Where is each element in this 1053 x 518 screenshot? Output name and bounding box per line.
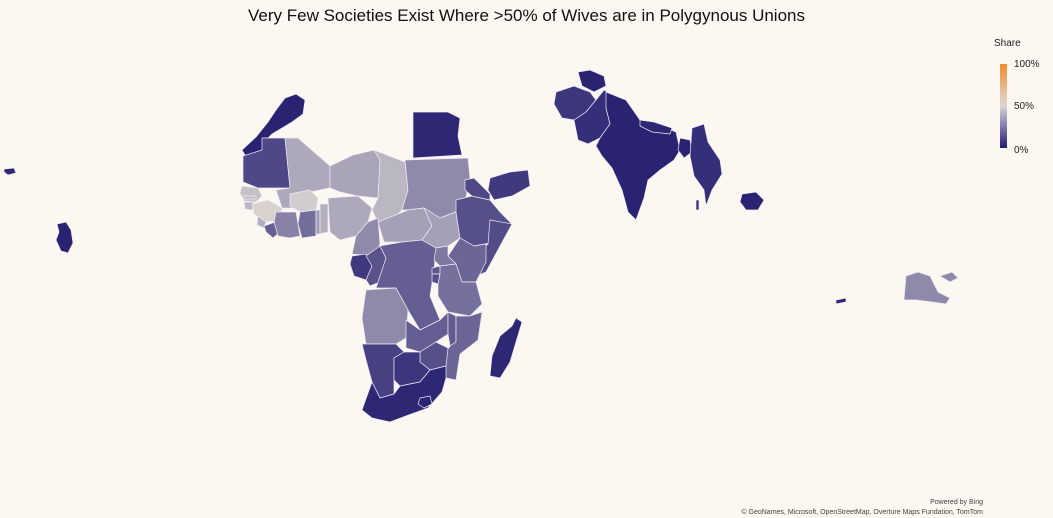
region-bangladesh[interactable]: [677, 137, 693, 159]
region-niger[interactable]: [329, 149, 381, 199]
region-benin[interactable]: [319, 203, 329, 235]
caribbean-group: [3, 167, 74, 254]
asia-group: [487, 69, 765, 221]
region-malawi[interactable]: [447, 311, 457, 347]
region-gambia[interactable]: [242, 195, 257, 200]
africa-group: [239, 93, 523, 423]
region-cambodia[interactable]: [739, 191, 765, 211]
region-senegal[interactable]: [239, 185, 263, 203]
powered-by-text: Powered by Bing: [930, 499, 983, 506]
region-ghana[interactable]: [297, 209, 317, 239]
region-haiti[interactable]: [3, 167, 17, 176]
region-tajikistan[interactable]: [577, 69, 607, 93]
legend-tick-mid: 50%: [1014, 101, 1035, 112]
region-cameroon[interactable]: [351, 217, 381, 257]
region-timor-leste[interactable]: [835, 297, 847, 305]
region-nepal[interactable]: [639, 119, 673, 135]
region-mozambique[interactable]: [441, 311, 483, 381]
region-south-africa[interactable]: [361, 365, 447, 423]
region-png-islands[interactable]: [939, 271, 959, 283]
region-yemen[interactable]: [487, 169, 531, 201]
region-cote-divoire[interactable]: [273, 211, 301, 239]
legend-tick-max: 100%: [1014, 59, 1040, 70]
region-maldives[interactable]: [695, 199, 700, 211]
region-myanmar[interactable]: [689, 123, 723, 207]
legend-title: Share: [994, 38, 1021, 49]
legend-color-bar: [1000, 64, 1007, 148]
region-guyana[interactable]: [55, 221, 74, 254]
region-papua-new-guinea[interactable]: [903, 271, 951, 305]
region-burkina-faso[interactable]: [289, 189, 319, 213]
chart-title: Very Few Societies Exist Where >50% of W…: [248, 6, 805, 25]
oceania-group: [835, 271, 959, 305]
region-togo[interactable]: [315, 209, 321, 235]
region-lesotho[interactable]: [417, 395, 433, 409]
region-eritrea[interactable]: [464, 177, 491, 201]
region-egypt[interactable]: [412, 111, 463, 159]
legend-tick-min: 0%: [1014, 145, 1029, 156]
region-angola[interactable]: [361, 287, 409, 345]
legend: Share 100% 50% 0%: [990, 38, 1052, 158]
region-madagascar[interactable]: [489, 317, 523, 379]
map-attribution: © GeoNames, Microsoft, OpenStreetMap, Ov…: [741, 509, 983, 516]
region-guinea-bissau[interactable]: [243, 201, 255, 211]
region-sierra-leone[interactable]: [256, 215, 267, 229]
region-india[interactable]: [595, 91, 681, 221]
